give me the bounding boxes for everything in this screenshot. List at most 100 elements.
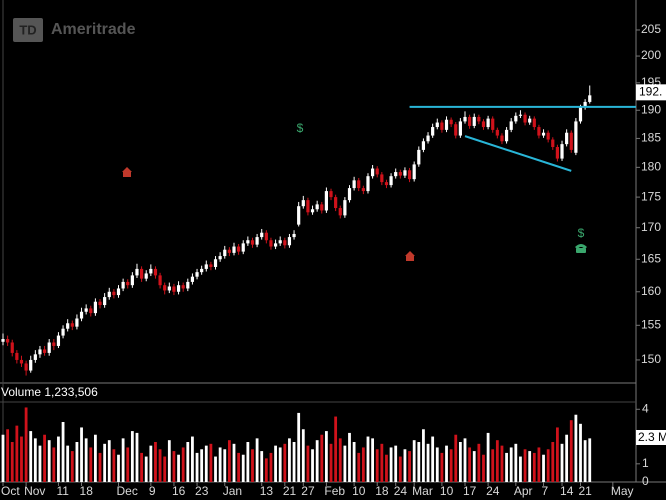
candle-body bbox=[449, 119, 453, 125]
x-tick-label: Feb bbox=[324, 484, 345, 498]
x-tick-label: 10 bbox=[352, 484, 366, 498]
volume-bar bbox=[565, 434, 569, 482]
candle-body bbox=[255, 237, 259, 245]
candle-body bbox=[246, 240, 250, 244]
candle-body bbox=[195, 272, 199, 277]
candle-body bbox=[93, 301, 97, 314]
x-tick-label: 24 bbox=[486, 484, 500, 498]
x-tick-label: 23 bbox=[195, 484, 209, 498]
y-tick-label: 190 bbox=[641, 102, 661, 116]
marks: 150155160165170175180185190195200205014O… bbox=[1, 22, 661, 498]
candle-body bbox=[107, 291, 111, 298]
x-tick-label: 11 bbox=[56, 484, 69, 498]
volume-bar bbox=[366, 436, 370, 482]
candle-body bbox=[444, 119, 449, 130]
volume-bar bbox=[431, 436, 435, 482]
candle-body bbox=[320, 204, 324, 211]
candle-body bbox=[417, 149, 421, 165]
candle-body bbox=[200, 268, 204, 273]
volume-bar bbox=[588, 438, 592, 482]
candle-body bbox=[514, 115, 518, 122]
candle-body bbox=[518, 114, 523, 116]
price-tag-box bbox=[636, 84, 666, 101]
event-dividend: $ bbox=[297, 121, 304, 135]
candle-body bbox=[126, 281, 130, 286]
volume-bar bbox=[80, 427, 83, 482]
volume-bar bbox=[320, 434, 324, 482]
candle-body bbox=[468, 116, 472, 126]
volume-bar bbox=[98, 452, 102, 482]
volume-bar bbox=[232, 443, 236, 482]
x-tick-label: 9 bbox=[149, 484, 156, 498]
candle-body bbox=[578, 107, 583, 122]
volume-bar bbox=[329, 443, 333, 482]
volume-bar bbox=[579, 423, 582, 482]
volume-bar bbox=[237, 452, 241, 482]
candle-body bbox=[38, 349, 42, 355]
candle-body bbox=[454, 124, 458, 136]
volume-bar bbox=[75, 442, 79, 482]
volume-bar bbox=[375, 449, 379, 482]
y-tick-label: 165 bbox=[641, 251, 661, 265]
volume-bar bbox=[209, 443, 213, 482]
candle-body bbox=[52, 342, 56, 346]
volume-bar bbox=[500, 445, 504, 482]
candle-body bbox=[218, 256, 222, 260]
candle-body bbox=[463, 116, 467, 122]
candle-body bbox=[555, 147, 559, 159]
volume-bar bbox=[454, 434, 458, 482]
volume-bar bbox=[338, 438, 342, 482]
candle-body bbox=[140, 268, 144, 279]
logo: Ameritrade bbox=[51, 21, 136, 38]
candle-body bbox=[421, 141, 426, 150]
candle-body bbox=[29, 359, 33, 371]
x-tick-label: 14 bbox=[560, 484, 574, 498]
candle-body bbox=[190, 276, 195, 282]
candle-body bbox=[213, 259, 218, 267]
volume-bar bbox=[343, 445, 347, 482]
volume-bar bbox=[385, 454, 388, 482]
event-phone-icon bbox=[575, 244, 587, 253]
y-tick-label: 175 bbox=[641, 189, 661, 203]
volume-bar bbox=[57, 436, 60, 482]
volume-bar bbox=[255, 438, 259, 482]
volume-bar bbox=[583, 440, 587, 482]
x-tick-label: 13 bbox=[260, 484, 274, 498]
candle-body bbox=[301, 200, 305, 207]
candle-body bbox=[260, 232, 264, 238]
candle-body bbox=[1, 339, 5, 342]
candle-body bbox=[477, 116, 481, 122]
volume-bar bbox=[89, 447, 93, 482]
volume-bar bbox=[246, 442, 250, 482]
volume-bar bbox=[33, 438, 37, 482]
volume-bar bbox=[181, 447, 185, 482]
volume-bar bbox=[556, 427, 559, 482]
volume-bar bbox=[283, 443, 287, 482]
candle-body bbox=[486, 118, 490, 128]
volume-bar bbox=[422, 429, 425, 482]
volume-bar bbox=[445, 445, 448, 482]
volume-bar bbox=[477, 443, 481, 482]
candle-body bbox=[306, 200, 310, 213]
candle-body bbox=[19, 359, 24, 364]
candle-body bbox=[426, 135, 430, 142]
x-tick-label: Mar bbox=[412, 484, 433, 498]
candle-body bbox=[89, 308, 93, 314]
candle-body bbox=[440, 122, 444, 130]
candle-body bbox=[431, 127, 435, 136]
candle-body bbox=[569, 132, 573, 150]
candle-body bbox=[70, 323, 74, 327]
candle-body bbox=[560, 144, 564, 159]
y-tick-label: 155 bbox=[641, 317, 661, 331]
candle-body bbox=[537, 127, 541, 136]
x-tick-label: 7 bbox=[542, 484, 549, 498]
x-tick-label: 18 bbox=[375, 484, 389, 498]
volume-bar bbox=[177, 454, 180, 482]
volume-bar bbox=[528, 451, 532, 482]
volume-bar bbox=[191, 436, 194, 482]
x-tick-label: 10 bbox=[440, 484, 454, 498]
logo-badge: TD bbox=[19, 22, 36, 37]
volume-bar bbox=[274, 445, 277, 482]
volume-bar bbox=[264, 458, 268, 482]
